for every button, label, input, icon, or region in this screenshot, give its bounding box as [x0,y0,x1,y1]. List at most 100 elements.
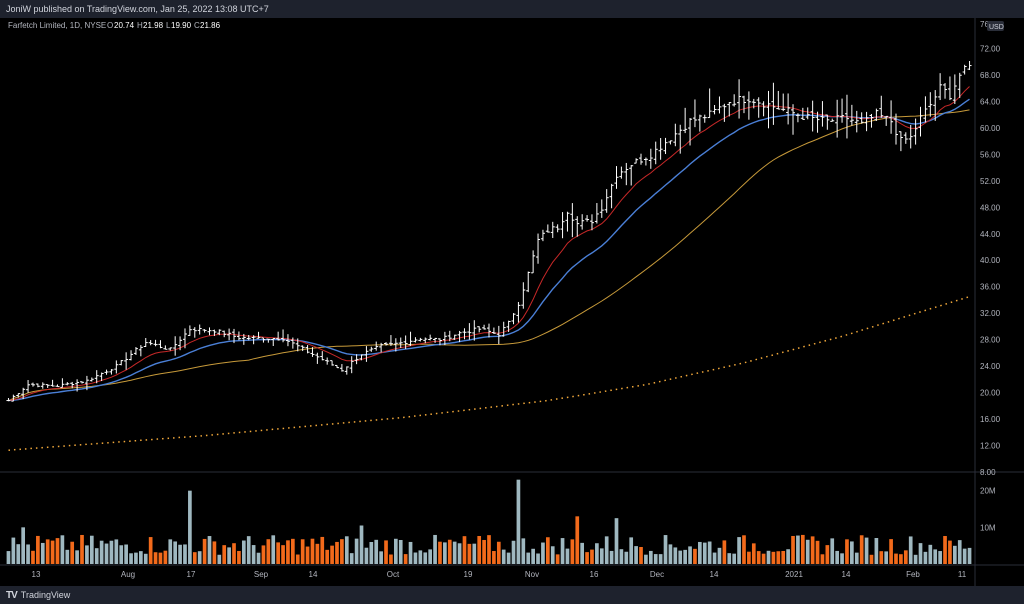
volume-bar [398,539,403,564]
volume-bar [158,552,163,564]
volume-bar [408,541,413,564]
tradingview-logo[interactable]: TV TradingView [0,590,70,601]
time-tick-label: 14 [710,570,719,579]
volume-bar [467,543,472,564]
volume-bar [918,543,923,564]
time-tick-label: Sep [254,570,269,579]
volume-bar [800,534,805,564]
time-tick-label: 16 [590,570,599,579]
volume-bar [648,550,653,564]
volume-bar [732,553,737,564]
currency-label: USD [989,24,1004,31]
volume-bar [374,539,379,564]
volume-bar [727,553,732,564]
volume-bar [99,540,104,564]
volume-bar [438,541,442,564]
ma-long-dotted-line [8,295,970,451]
volume-bar [192,552,197,564]
volume-bar [693,548,697,564]
volume-bar [590,549,594,564]
volume-tick-label: 20M [980,487,996,496]
volume-bar [423,552,428,564]
volume-bar [663,535,668,564]
volume-bar [354,538,359,564]
volume-bar [70,541,75,564]
volume-bar [737,537,741,564]
volume-bar [266,539,271,564]
volume-bar [344,536,349,564]
volume-bar [565,548,570,564]
volume-bar [104,543,109,564]
symbol-legend: Farfetch Limited, 1D, NYSE [8,21,106,30]
volume-bar [595,543,599,564]
volume-bar [286,540,290,564]
chart-area[interactable]: Farfetch Limited, 1D, NYSE O 20.74 H 21.… [0,18,1024,586]
volume-bar [908,536,913,564]
volume-tick-label: 10M [980,523,996,532]
volume-bar [840,553,844,564]
volume-bar [496,541,501,564]
volume-bar [634,546,638,564]
volume-bar [673,547,678,564]
volume-bar [560,538,565,564]
volume-bar [938,551,942,564]
ohlc-c-label: C [194,21,200,30]
volume-bar [65,549,70,564]
volume-bar [246,536,251,564]
price-tick-label: 24.00 [980,362,1001,371]
volume-bar [487,535,491,564]
volume-bar [139,551,143,564]
volume-bar [668,544,673,564]
volume-bar [31,550,35,564]
volume-bar [281,545,285,564]
volume-bar [943,536,947,564]
price-volume-chart[interactable]: Farfetch Limited, 1D, NYSE O 20.74 H 21.… [0,18,1024,586]
volume-bar [433,534,437,564]
volume-axis: 20M 10M [980,487,996,533]
volume-bar [295,554,300,564]
volume-bar [506,552,511,564]
volume-bar [443,542,447,564]
volume-bar [80,534,84,564]
volume-bar [967,547,972,564]
volume-bar [903,550,908,564]
ohlc-l-label: L [166,21,171,30]
price-axis[interactable]: 72.00 68.00 64.00 60.00 56.00 52.00 48.00 44.00… [980,44,1001,477]
volume-bar [791,535,795,564]
volume-bar [153,552,158,564]
volume-bar [276,542,280,564]
volume-bar [212,541,217,564]
volume-bar [11,537,16,564]
volume-bar [163,550,168,564]
time-axis[interactable]: 13 Aug 17 Sep 14 Oct 19 Nov 16 Dec 14 2021 14 Feb 11 [32,570,967,579]
volume-bar [624,551,629,564]
volume-bar [109,540,114,564]
time-tick-label: 14 [842,570,851,579]
price-tick-label: 72.00 [980,44,1001,53]
volume-bar [359,525,364,564]
volume-bar [36,535,40,564]
volume-bar [50,540,55,564]
volume-bar [766,550,771,564]
volume-bar [340,539,344,564]
volume-bar [227,547,231,564]
time-tick-label: Aug [121,570,135,579]
volume-bar [462,536,467,564]
volume-bar [874,538,879,564]
volume-bar [555,554,560,564]
volume-bar [854,552,859,564]
volume-bar [604,536,609,564]
volume-bar [879,551,884,564]
volume-bar [447,539,452,564]
volume-bar [148,537,153,564]
volume-bar [511,540,516,564]
tradingview-brand: TradingView [20,590,71,600]
volume-bar [305,546,310,564]
volume-bar [580,542,585,564]
time-tick-label: Oct [387,570,400,579]
volume-bar [452,541,457,564]
volume-bar [403,554,408,564]
volume-bar [541,542,545,564]
volume-bar [923,551,928,564]
publish-text: JoniW published on TradingView.com, Jan … [6,4,269,14]
